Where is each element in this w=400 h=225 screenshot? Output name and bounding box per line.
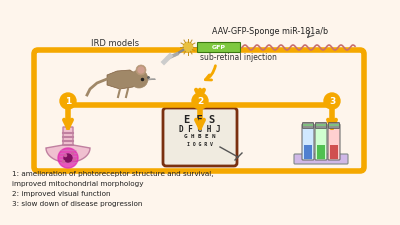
Bar	[304, 145, 312, 159]
FancyBboxPatch shape	[198, 43, 240, 52]
Text: sub-retinal injection: sub-retinal injection	[200, 54, 276, 63]
Polygon shape	[107, 70, 139, 89]
Text: E F S: E F S	[184, 115, 216, 125]
FancyBboxPatch shape	[316, 122, 326, 128]
Circle shape	[192, 93, 208, 109]
FancyBboxPatch shape	[328, 124, 340, 160]
FancyBboxPatch shape	[315, 124, 327, 160]
FancyBboxPatch shape	[163, 108, 237, 166]
Text: I O G R V: I O G R V	[187, 142, 213, 146]
Bar	[330, 145, 338, 159]
Circle shape	[60, 93, 76, 109]
Text: improved mitochondrial morphology: improved mitochondrial morphology	[12, 181, 144, 187]
Circle shape	[136, 65, 146, 75]
Text: G H B E N: G H B E N	[184, 135, 216, 140]
FancyBboxPatch shape	[34, 50, 364, 171]
FancyBboxPatch shape	[302, 122, 314, 128]
Text: 1: 1	[65, 97, 71, 106]
Circle shape	[130, 70, 148, 88]
Circle shape	[138, 67, 144, 73]
Text: 3: 3	[329, 97, 335, 106]
Text: 3: slow down of disease progression: 3: slow down of disease progression	[12, 201, 142, 207]
Circle shape	[58, 148, 78, 168]
Polygon shape	[46, 127, 90, 162]
Bar	[317, 145, 325, 159]
FancyBboxPatch shape	[302, 124, 314, 160]
Text: GFP: GFP	[212, 45, 226, 50]
Circle shape	[183, 42, 193, 52]
FancyBboxPatch shape	[294, 154, 348, 164]
Text: AAV-GFP-Sponge miR-181a/b: AAV-GFP-Sponge miR-181a/b	[212, 27, 328, 36]
Text: 1: amelioration of photoreceptor structure and survival,: 1: amelioration of photoreceptor structu…	[12, 171, 214, 177]
Text: 2: 2	[197, 97, 203, 106]
Text: D F G H J: D F G H J	[179, 124, 221, 133]
Text: 2: improved visual function: 2: improved visual function	[12, 191, 110, 197]
Circle shape	[64, 154, 72, 162]
FancyBboxPatch shape	[328, 122, 340, 128]
Text: IRD models: IRD models	[91, 38, 139, 47]
Circle shape	[324, 93, 340, 109]
